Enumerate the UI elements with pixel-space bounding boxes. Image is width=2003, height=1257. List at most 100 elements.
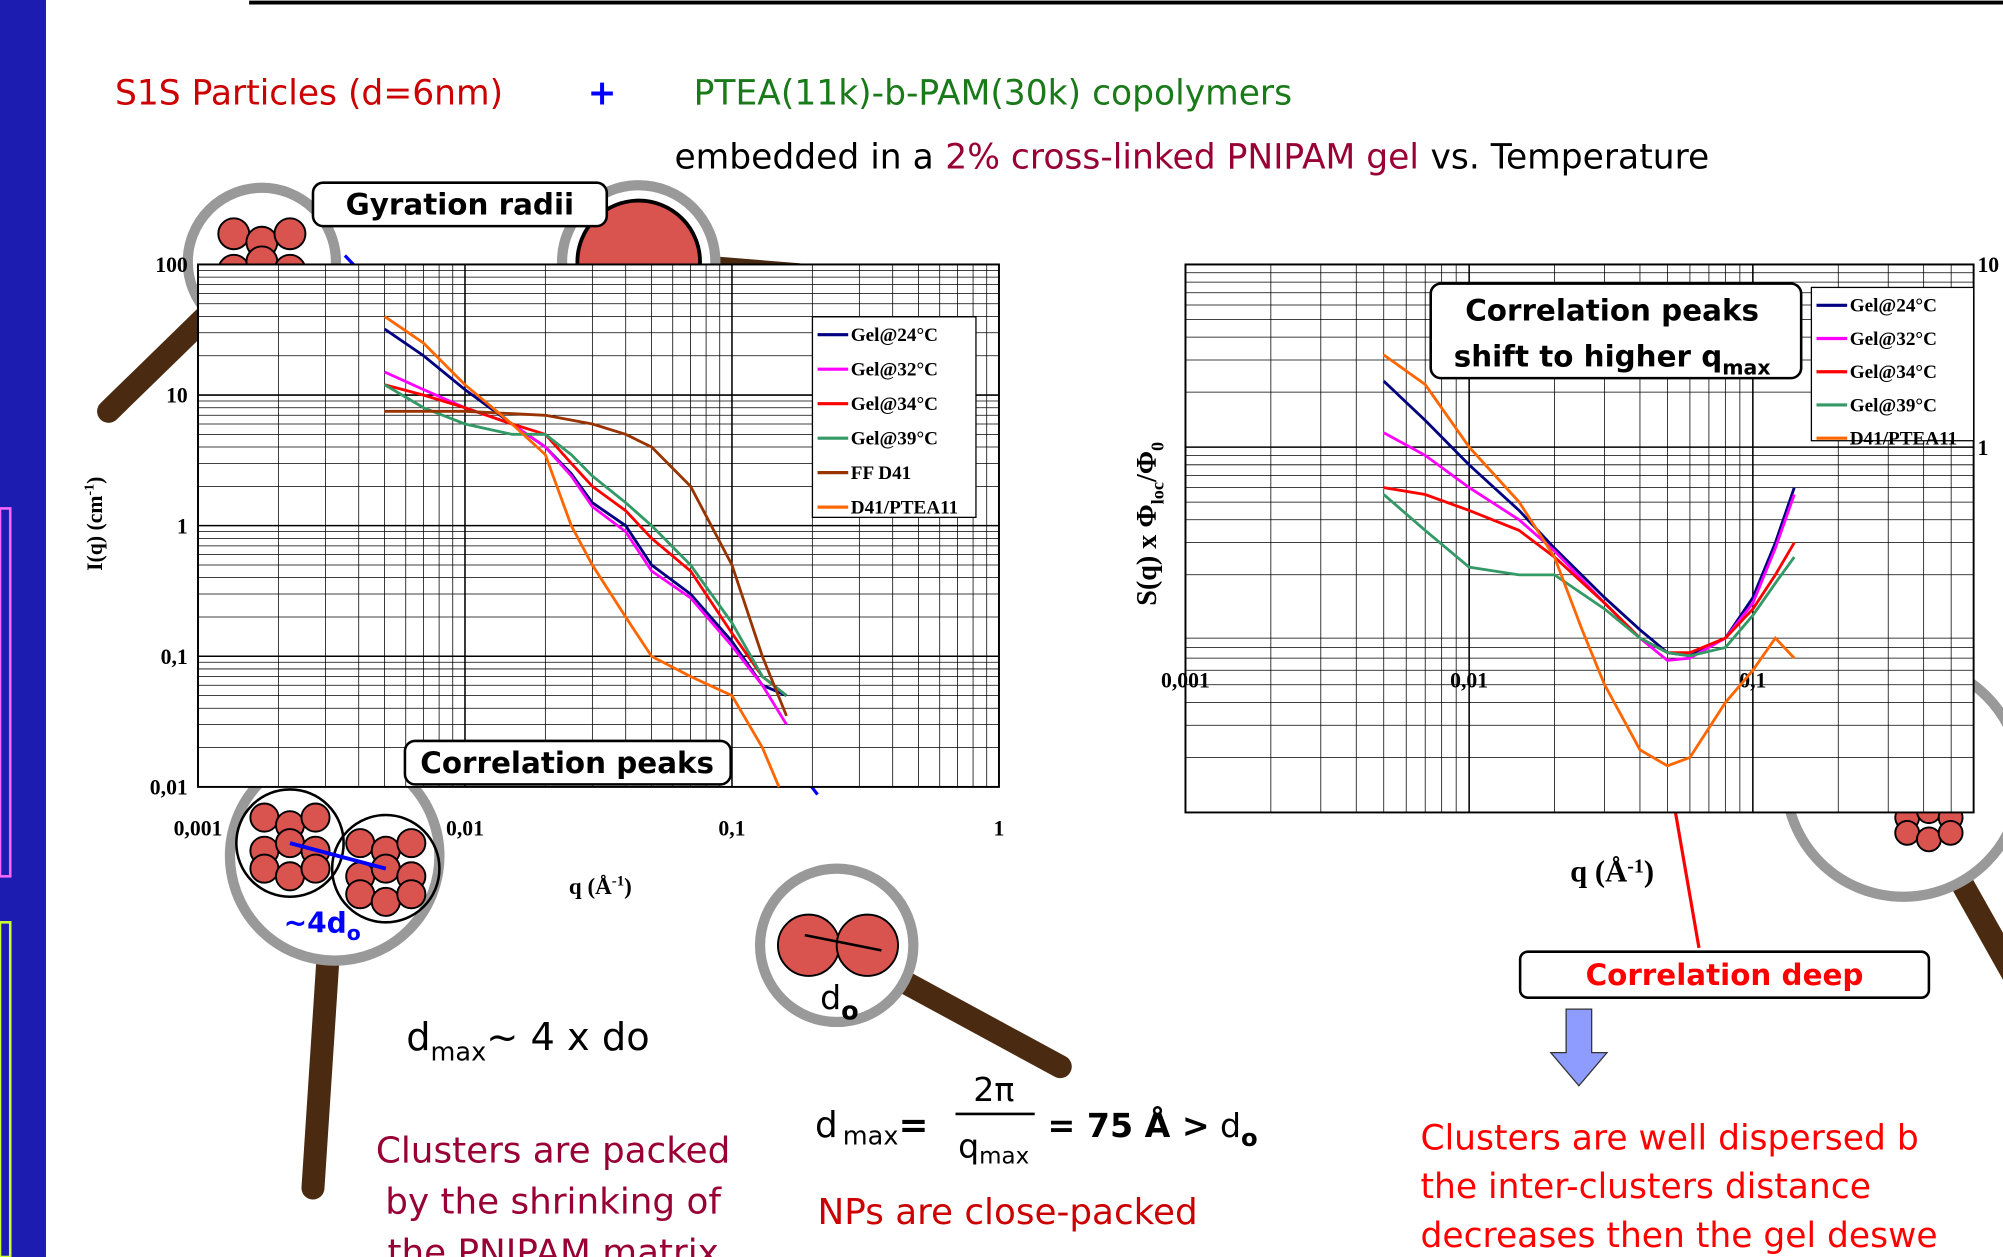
legend-box bbox=[811, 316, 977, 519]
x-tick-label: 1 bbox=[994, 816, 1005, 840]
text: q bbox=[958, 1126, 979, 1165]
particle bbox=[370, 886, 401, 917]
text: ) bbox=[1644, 854, 1654, 888]
text: -1 bbox=[612, 873, 624, 889]
side-bar bbox=[0, 0, 46, 1257]
magnifier-handle bbox=[1949, 870, 2003, 980]
y-tick-label: 1 bbox=[177, 514, 188, 538]
x-axis-label: q (Å-1) bbox=[569, 873, 632, 899]
text: max bbox=[843, 1122, 899, 1152]
data-line bbox=[383, 327, 788, 697]
label-box bbox=[1518, 950, 1931, 999]
text: o bbox=[347, 921, 361, 945]
heading-plus: + bbox=[588, 74, 617, 114]
text: o bbox=[1241, 1123, 1258, 1152]
legend-label: D41/PTEA11 bbox=[851, 498, 959, 519]
formula: 2π bbox=[973, 1070, 1014, 1109]
y-tick-label: 1 bbox=[1977, 436, 1988, 460]
text: -1 bbox=[81, 484, 97, 496]
label-box bbox=[1429, 282, 1803, 380]
formula: qmax bbox=[958, 1126, 1029, 1169]
legend-label: FF D41 bbox=[851, 463, 911, 484]
text: 2% cross-linked PNIPAM gel bbox=[945, 138, 1419, 178]
annotation: shift to higher qmax bbox=[1454, 340, 1771, 380]
y-tick-label: 10 bbox=[166, 384, 188, 408]
down-arrow bbox=[1549, 1008, 1609, 1087]
text: 0 bbox=[1148, 442, 1168, 451]
text: max bbox=[1722, 355, 1770, 379]
data-line bbox=[1382, 493, 1796, 658]
particle bbox=[1916, 826, 1942, 853]
text: = bbox=[898, 1105, 928, 1146]
note: Clusters are packed bbox=[376, 1130, 730, 1171]
text: S(q) x Φ bbox=[1132, 504, 1163, 605]
particle bbox=[300, 853, 331, 884]
particle bbox=[274, 861, 305, 892]
heading: S1S Particles (d=6nm) bbox=[115, 74, 503, 114]
legend-label: Gel@34°C bbox=[1850, 362, 1937, 383]
legend-label: Gel@39°C bbox=[1850, 395, 1937, 416]
particle bbox=[1894, 819, 1921, 846]
text: embedded in a bbox=[674, 138, 933, 178]
x-tick-label: 0,001 bbox=[1161, 668, 1210, 692]
cluster-outline bbox=[235, 788, 345, 899]
side-box bbox=[0, 507, 12, 878]
legend-label: Gel@24°C bbox=[851, 325, 938, 346]
legend-label: Gel@39°C bbox=[851, 429, 938, 450]
y-tick-label: 10 bbox=[1977, 253, 1999, 277]
distance-line bbox=[289, 841, 387, 871]
text: ~ 4 x do bbox=[486, 1015, 649, 1060]
text: loc bbox=[1148, 482, 1168, 504]
text: = 75 Å > bbox=[1047, 1105, 1209, 1145]
cluster-outline bbox=[330, 813, 441, 924]
data-line bbox=[383, 315, 781, 788]
x-tick-label: 0,01 bbox=[446, 816, 484, 840]
particle bbox=[249, 853, 280, 884]
y-axis-label: I(q) (cm-1) bbox=[81, 477, 107, 571]
data-line bbox=[383, 383, 788, 697]
legend-label: Gel@32°C bbox=[1850, 329, 1937, 350]
data-line bbox=[384, 383, 788, 697]
annotation: dmax~ 4 x do bbox=[406, 1015, 649, 1067]
heading: PTEA(11k)-b-PAM(30k) copolymers bbox=[694, 74, 1292, 114]
data-line bbox=[1382, 353, 1796, 768]
particle bbox=[249, 802, 280, 833]
note: by the shrinking of bbox=[385, 1182, 722, 1223]
text: /Φ bbox=[1132, 451, 1163, 483]
x-axis-label: q (Å-1) bbox=[1570, 854, 1654, 888]
x-tick-label: 0,1 bbox=[718, 816, 745, 840]
particle bbox=[300, 802, 331, 833]
text: vs. Temperature bbox=[1430, 138, 1709, 178]
text: ~4d bbox=[284, 907, 347, 940]
particle bbox=[345, 879, 376, 910]
annotation: Gyration radii bbox=[346, 188, 574, 222]
legend-label: Gel@32°C bbox=[851, 360, 938, 381]
legend-label: D41/PTEA11 bbox=[1850, 429, 1958, 450]
x-tick-label: 0,01 bbox=[1450, 668, 1488, 692]
text: d bbox=[820, 978, 841, 1017]
annotation: Correlation deep bbox=[1586, 958, 1864, 992]
note: NPs are close-packed bbox=[818, 1192, 1198, 1233]
magnifier-handle bbox=[97, 302, 221, 423]
diameter-line bbox=[804, 933, 882, 952]
legend-label: Gel@34°C bbox=[851, 394, 938, 415]
particle bbox=[776, 913, 841, 977]
particle bbox=[345, 828, 376, 859]
legend-label: Gel@24°C bbox=[1850, 296, 1937, 317]
note: the inter-clusters distance bbox=[1420, 1167, 1870, 1207]
text: -1 bbox=[1627, 855, 1644, 877]
x-tick-label: 0,001 bbox=[174, 816, 223, 840]
magnifier-handle bbox=[892, 970, 1072, 1079]
particle bbox=[273, 217, 307, 251]
magnifier-handle bbox=[301, 948, 340, 1200]
y-axis-label: S(q) x Φloc/Φ0 bbox=[1132, 442, 1168, 606]
text: max bbox=[431, 1037, 487, 1067]
particle bbox=[217, 217, 251, 251]
data-line bbox=[1382, 380, 1796, 658]
particle bbox=[835, 913, 899, 977]
formula: = 75 Å > do bbox=[1047, 1105, 1257, 1152]
label-box bbox=[311, 181, 609, 228]
annotation: ~4do bbox=[284, 907, 361, 946]
